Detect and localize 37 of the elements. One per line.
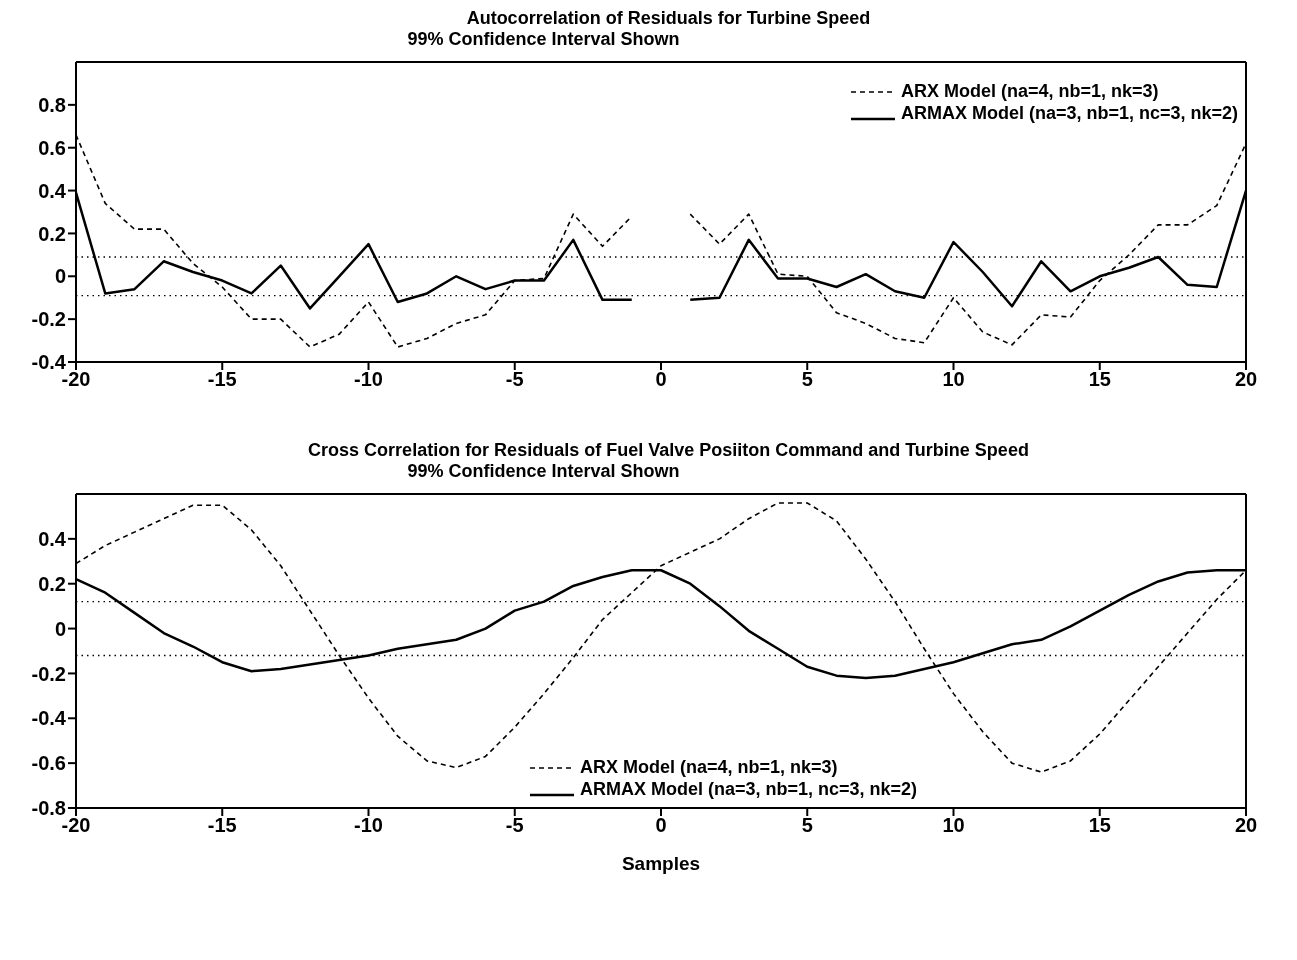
y-tick-label: -0.6 [31,752,66,775]
x-tick-label: 0 [655,368,667,391]
legend-label: ARMAX Model (na=3, nb=1, nc=3, nk=2) [900,102,1238,124]
y-tick-label: 0.2 [38,222,66,245]
y-tick-label: 0.2 [38,572,66,595]
y-tick-label: 0 [54,617,66,640]
chart-subtitle: 99% Confidence Interval Shown [406,461,681,482]
x-tick-label: 20 [1234,368,1258,391]
legend-label: ARX Model (na=4, nb=1, nk=3) [580,756,838,778]
chart-subtitle: 99% Confidence Interval Shown [406,29,681,50]
legend-label: ARMAX Model (na=3, nb=1, nc=3, nk=2) [580,778,918,800]
x-tick-label: 10 [942,814,965,837]
x-tick-label: 5 [801,368,813,391]
legend-label: ARX Model (na=4, nb=1, nk=3) [900,80,1159,102]
y-tick-label: 0.4 [38,527,67,550]
x-tick-label: -10 [354,368,383,391]
y-tick-label: -0.2 [31,662,66,685]
y-tick-label: 0.6 [38,136,66,159]
y-tick-label: 0 [54,265,66,288]
x-tick-label: 0 [655,814,667,837]
y-tick-label: 0.8 [38,93,66,116]
x-tick-label: -15 [207,368,237,391]
x-tick-label: -5 [505,814,524,837]
x-tick-label: 20 [1234,814,1258,837]
x-axis-title: Samples [621,853,701,874]
chart-title: Cross Correlation for Residuals of Fuel Valve Posiiton Command and Turbine Speed [307,440,1030,461]
y-tick-label: 0.4 [38,179,67,202]
x-tick-label: 5 [801,814,813,837]
x-tick-label: 15 [1088,368,1111,391]
x-tick-label: -15 [207,814,237,837]
x-tick-label: -5 [505,368,524,391]
chart-title: Autocorrelation of Residuals for Turbine Speed [465,8,872,29]
x-tick-label: -10 [354,814,383,837]
y-tick-label: -0.2 [31,308,66,331]
x-tick-label: 10 [942,368,965,391]
y-tick-label: -0.4 [31,707,67,730]
x-tick-label: 15 [1088,814,1111,837]
